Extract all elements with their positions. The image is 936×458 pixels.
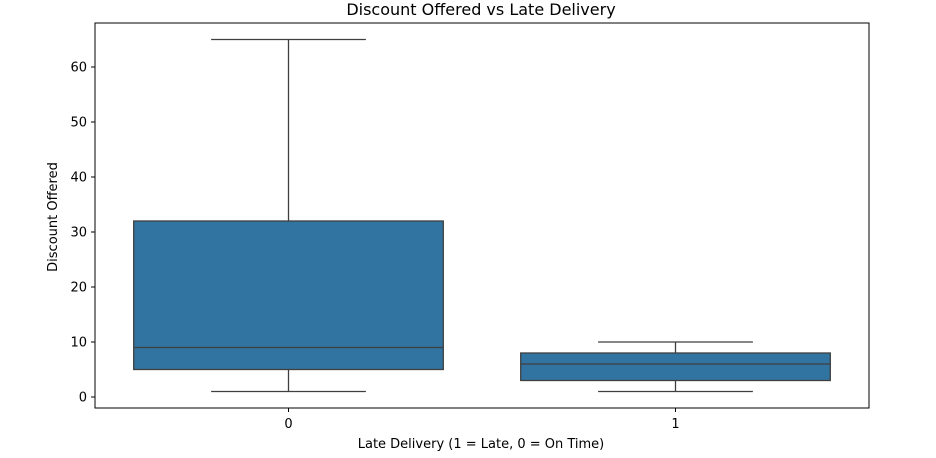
plot-frame [94,22,870,409]
box-1 [520,352,831,382]
x-axis-label: Late Delivery (1 = Late, 0 = On Time) [358,437,605,452]
y-tick-label-40: 40 [70,171,87,186]
y-tick-label-10: 10 [70,336,87,351]
y-tick-label-30: 30 [70,226,87,241]
x-tick-label-1: 1 [671,417,679,432]
y-tick-label-20: 20 [70,281,87,296]
x-tick-label-0: 0 [284,417,292,432]
chart-title: Discount Offered vs Late Delivery [346,0,615,19]
box-0 [133,220,444,371]
plot-area: 0 10 20 30 40 50 60 0 1 [70,22,870,432]
y-axis-label: Discount Offered [46,162,61,272]
y-tick-label-0: 0 [79,391,87,406]
y-tick-label-60: 60 [70,61,87,76]
y-tick-label-50: 50 [70,116,87,131]
